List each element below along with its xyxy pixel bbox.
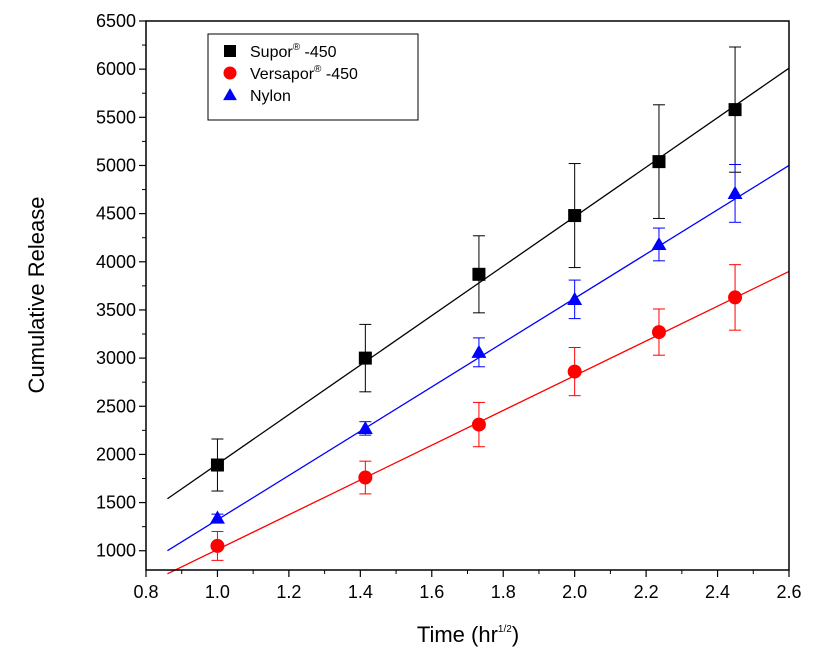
y-tick-label-9: 5500: [96, 107, 136, 127]
point-supor-5: [728, 103, 742, 117]
legend-marker-nylon: [223, 88, 237, 101]
x-tick-label-0: 0.8: [133, 582, 158, 602]
point-nylon-5: [727, 185, 743, 200]
x-axis-title-sup: 1/2: [498, 624, 512, 635]
point-versapor-4: [651, 325, 666, 340]
x-tick-label-5: 1.8: [491, 582, 516, 602]
legend-marker-versapor: [223, 66, 237, 80]
y-tick-label-1: 1500: [96, 493, 136, 513]
legend-label-name: Supor: [250, 44, 293, 61]
x-tick-label-6: 2.0: [562, 582, 587, 602]
point-versapor-1: [358, 470, 373, 485]
legend-label-supor: Supor® -450: [250, 42, 337, 61]
fit-line-nylon: [167, 164, 790, 552]
y-tick-label-2: 2000: [96, 444, 136, 464]
x-tick-label-7: 2.2: [634, 582, 659, 602]
legend-label-sup: ®: [314, 64, 322, 75]
legend-label-sup: ®: [293, 42, 301, 53]
point-nylon-1: [357, 420, 373, 435]
x-tick-label-8: 2.4: [705, 582, 730, 602]
legend-label-name: Nylon: [250, 88, 291, 105]
point-nylon-2: [471, 344, 487, 358]
x-tick-label-4: 1.6: [419, 582, 444, 602]
series-nylon: [167, 164, 790, 552]
point-nylon-4: [651, 236, 667, 251]
x-tick-label-1: 1.0: [205, 582, 230, 602]
x-tick-label-2: 1.2: [276, 582, 301, 602]
y-tick-label-5: 3500: [96, 300, 136, 320]
x-axis-title-main: Time (hr: [417, 622, 498, 647]
point-supor-4: [652, 155, 666, 169]
point-supor-1: [358, 351, 372, 365]
series-supor: [167, 46, 790, 500]
legend-label-suffix: -450: [321, 66, 358, 83]
point-supor-3: [568, 209, 582, 223]
y-tick-label-4: 3000: [96, 348, 136, 368]
point-nylon-3: [567, 291, 583, 305]
y-tick-label-3: 2500: [96, 396, 136, 416]
y-tick-label-8: 5000: [96, 155, 136, 175]
x-tick-label-9: 2.6: [776, 582, 801, 602]
point-versapor-0: [210, 538, 225, 553]
legend-marker-supor: [224, 45, 236, 57]
legend-label-suffix: -450: [300, 44, 337, 61]
point-versapor-5: [728, 290, 743, 305]
legend-label-versapor: Versapor® -450: [250, 64, 358, 83]
legend-box: [207, 33, 419, 121]
y-tick-label-11: 6500: [96, 11, 136, 31]
point-supor-0: [210, 458, 224, 472]
point-nylon-0: [209, 510, 225, 524]
x-axis-title-suffix: ): [512, 622, 519, 647]
point-versapor-2: [471, 417, 486, 432]
y-tick-label-10: 6000: [96, 59, 136, 79]
x-axis-title: Time (hr1/2): [417, 622, 519, 647]
y-tick-label-0: 1000: [96, 541, 136, 561]
y-axis-title: Cumulative Release: [24, 197, 49, 394]
legend-label-nylon: Nylon: [250, 88, 291, 105]
legend-label-name: Versapor: [250, 66, 315, 83]
point-supor-2: [472, 267, 486, 281]
fit-line-supor: [167, 67, 790, 500]
point-versapor-3: [567, 364, 582, 379]
y-tick-label-7: 4500: [96, 204, 136, 224]
x-tick-label-3: 1.4: [348, 582, 373, 602]
series-versapor: [167, 264, 790, 575]
y-tick-label-6: 4000: [96, 252, 136, 272]
